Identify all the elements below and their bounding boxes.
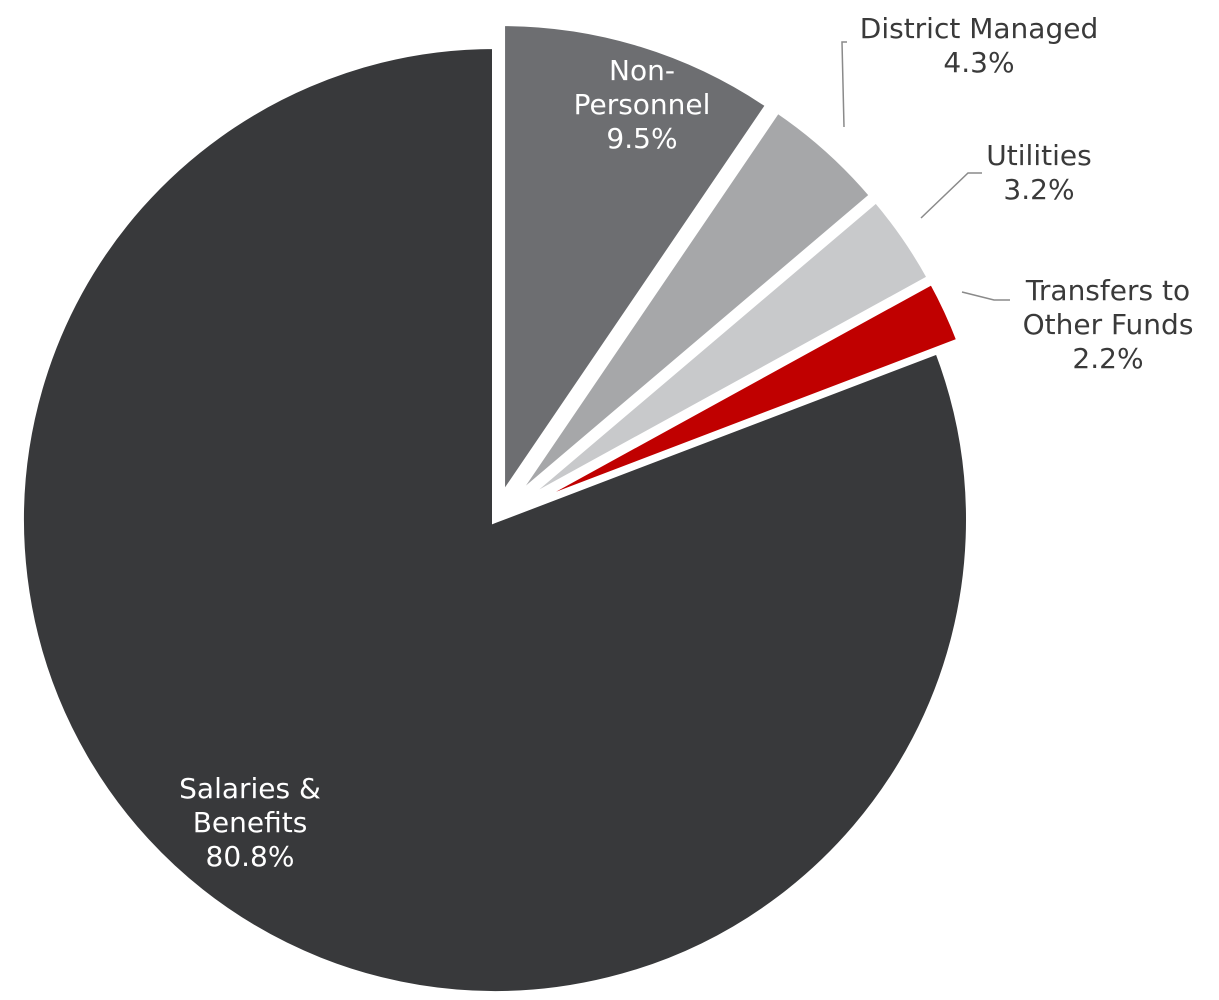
- slice-category-label: Personnel: [574, 88, 711, 121]
- leader-line: [841, 41, 847, 128]
- slice-value-label: 9.5%: [606, 122, 677, 155]
- slice-category-label: Transfers to: [1025, 274, 1190, 307]
- slice-category-label: Other Funds: [1023, 308, 1194, 341]
- data-label-non-personnel: Non-Personnel 9.5%: [574, 54, 711, 155]
- pie-slice-utilities: [512, 195, 935, 510]
- data-label-salaries-benefits: Salaries & Benefits 80.8%: [179, 772, 321, 873]
- leader-line: [920, 172, 982, 219]
- slice-category-label: Salaries &: [179, 772, 321, 805]
- slice-category-label: Benefits: [193, 806, 308, 839]
- pie-slice-salaries-benefits: [18, 42, 972, 997]
- slice-category-label: District Managed: [860, 12, 1098, 45]
- data-label-transfers-to-other-funds: Transfers to Other Funds 2.2%: [1023, 274, 1194, 375]
- pie-slice-district-managed: [508, 105, 877, 505]
- pie-slice-non-personnel: [499, 20, 773, 507]
- slice-value-label: 2.2%: [1072, 342, 1143, 375]
- slice-value-label: 3.2%: [1003, 173, 1074, 206]
- slice-category-label: Utilities: [986, 139, 1091, 172]
- slice-value-label: 4.3%: [943, 46, 1014, 79]
- data-label-district-managed: District Managed 4.3%: [860, 12, 1098, 79]
- pie-slice-transfers-to-other-funds: [515, 277, 964, 513]
- leader-line: [961, 291, 1010, 301]
- data-label-utilities: Utilities 3.2%: [986, 139, 1091, 206]
- slice-value-label: 80.8%: [206, 840, 295, 873]
- slice-category-label: Non-: [609, 54, 675, 87]
